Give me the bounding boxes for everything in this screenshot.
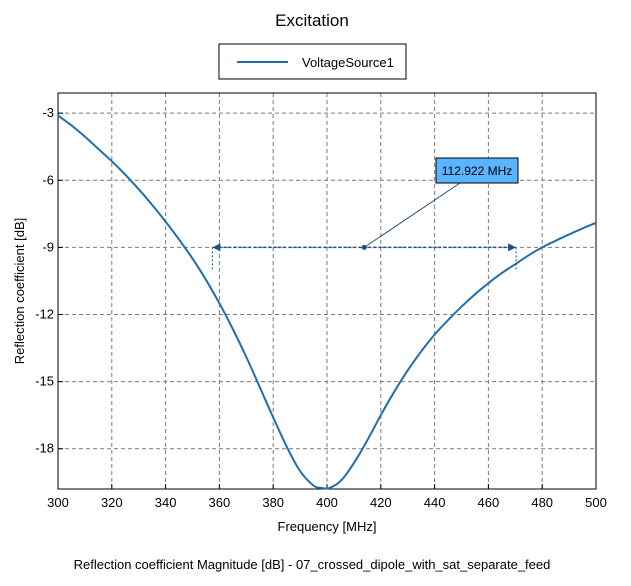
y-axis-ticks: -3 -6 -9 -12 -15 -18 [35, 105, 63, 456]
y-tick-label: -3 [42, 105, 54, 120]
x-tick-label: 340 [155, 495, 177, 510]
bandwidth-arrowhead-right [508, 243, 517, 252]
x-axis-label: Frequency [MHz] [278, 519, 377, 534]
bandwidth-label-box [435, 157, 519, 184]
x-tick-label: 480 [531, 495, 553, 510]
x-tick-label: 460 [478, 495, 500, 510]
y-tick-label: -15 [35, 374, 54, 389]
x-tick-label: 440 [424, 495, 446, 510]
x-tick-label: 320 [101, 495, 123, 510]
x-tick-label: 380 [262, 495, 284, 510]
y-tick-label: -12 [35, 306, 54, 321]
bandwidth-annotation: 112.922 MHz [211, 157, 519, 270]
x-tick-label: 300 [47, 495, 69, 510]
y-tick-label: -6 [42, 172, 54, 187]
chart-footer: Reflection coefficient Magnitude [dB] - … [74, 557, 551, 572]
bandwidth-arrowhead-left [212, 243, 221, 252]
chart-title: Excitation [275, 11, 349, 30]
legend: VoltageSource1 [218, 43, 407, 80]
x-tick-label: 500 [585, 495, 607, 510]
x-tick-label: 360 [209, 495, 231, 510]
x-axis-ticks: 300 320 340 360 380 400 420 440 460 480 500 [47, 484, 607, 510]
x-tick-label: 420 [370, 495, 392, 510]
x-tick-label: 400 [316, 495, 338, 510]
y-axis-label: Reflection coefficient [dB] [12, 218, 27, 364]
y-tick-label: -18 [35, 441, 54, 456]
bandwidth-label: 112.922 MHz [442, 164, 512, 178]
bandwidth-label-leader [363, 182, 461, 248]
legend-label-voltagesource1: VoltageSource1 [302, 55, 394, 70]
grid [58, 93, 596, 489]
y-tick-label: -9 [42, 239, 54, 254]
series-line-voltagesource1 [57, 114, 597, 490]
